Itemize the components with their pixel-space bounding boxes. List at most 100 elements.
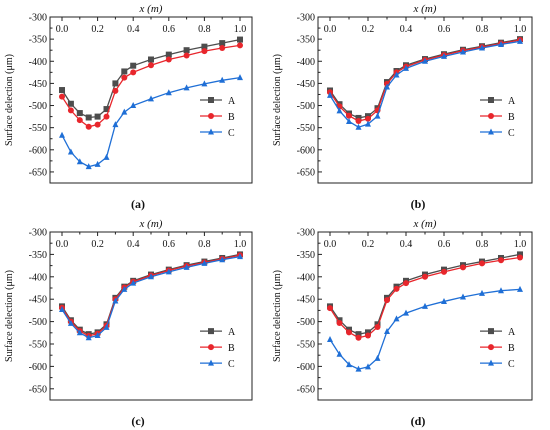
data-point-C: [460, 48, 466, 55]
data-point-C: [103, 153, 110, 160]
data-point-C: [393, 315, 400, 322]
x-tick-label: 0.4: [127, 239, 140, 250]
y-tick-label: -600: [29, 145, 47, 156]
data-point-B: [67, 107, 74, 114]
data-point-C: [479, 289, 485, 296]
data-point-A: [112, 80, 119, 87]
data-point-C: [355, 365, 362, 372]
x-tick-label: 0.8: [198, 24, 211, 35]
data-point-A: [103, 106, 110, 113]
series-line-B: [329, 39, 521, 122]
x-tick-label: 0.8: [476, 24, 489, 35]
data-point-B: [121, 74, 128, 81]
data-point-B: [479, 260, 485, 267]
data-point-B: [219, 44, 226, 51]
data-point-C: [94, 331, 101, 338]
legend-label-C: C: [228, 128, 235, 139]
legend-label-B: B: [508, 112, 515, 123]
data-point-C: [517, 37, 523, 44]
y-tick-label: -650: [29, 167, 47, 178]
y-tick-label: -450: [297, 79, 315, 90]
x-tick-label: 0.2: [91, 24, 104, 35]
y-tick-label: -450: [29, 295, 47, 306]
data-point-B: [346, 112, 352, 119]
data-point-B: [403, 280, 409, 287]
data-point-C: [94, 160, 101, 167]
data-point-C: [403, 64, 409, 71]
data-point-C: [365, 363, 371, 370]
legend-marker-B: [488, 344, 494, 351]
data-point-B: [498, 257, 504, 264]
data-point-C: [112, 297, 119, 304]
data-point-C: [441, 297, 447, 304]
y-tick-label: -400: [29, 272, 47, 283]
data-point-C: [479, 44, 485, 51]
y-tick-label: -400: [297, 57, 315, 68]
data-point-A: [76, 110, 83, 117]
data-point-B: [183, 52, 190, 59]
y-tick-label: -400: [29, 57, 47, 68]
x-tick-label: 1.0: [234, 24, 247, 35]
data-point-C: [219, 256, 226, 263]
y-axis-label: Surface delection (μm): [272, 54, 283, 146]
data-point-C: [384, 83, 390, 90]
legend-marker-B: [208, 344, 214, 351]
data-point-C: [336, 350, 343, 357]
y-tick-label: -650: [297, 384, 315, 395]
legend-label-A: A: [228, 327, 236, 338]
data-point-C: [148, 95, 154, 102]
legend-marker-C: [208, 128, 214, 135]
data-point-C: [76, 329, 83, 336]
legend-label-A: A: [228, 96, 236, 107]
data-point-B: [355, 118, 362, 125]
data-point-A: [219, 40, 226, 47]
series-line-A: [329, 38, 521, 119]
y-tick-label: -550: [297, 340, 315, 351]
data-point-C: [183, 263, 190, 270]
data-point-A: [183, 47, 190, 54]
series-line-A: [61, 38, 241, 119]
legend-label-C: C: [508, 359, 515, 370]
data-point-C: [183, 84, 190, 91]
data-point-A: [355, 331, 362, 338]
data-point-A: [165, 51, 172, 58]
data-point-C: [121, 108, 128, 115]
x-tick-label: 0.2: [362, 239, 375, 250]
legend-label-B: B: [228, 112, 235, 123]
data-point-A: [148, 56, 154, 63]
x-tick-label: 0.6: [438, 239, 451, 250]
x-tick-label: 0.4: [400, 24, 413, 35]
y-tick-label: -650: [297, 167, 315, 178]
legend-marker-B: [488, 113, 494, 119]
x-tick-label: 0.0: [324, 239, 337, 250]
data-point-C: [67, 319, 74, 326]
x-tick-label: 0.0: [56, 239, 69, 250]
y-tick-label: -600: [297, 362, 315, 373]
data-point-B: [165, 56, 172, 63]
data-point-B: [85, 123, 92, 130]
y-tick-label: -300: [29, 13, 47, 24]
data-point-B: [346, 329, 352, 336]
data-point-B: [94, 121, 101, 128]
y-tick-label: -500: [297, 317, 315, 328]
legend-label-C: C: [228, 359, 235, 370]
panel-caption: (b): [411, 197, 426, 211]
x-tick-label: 1.0: [514, 24, 527, 35]
data-point-C: [355, 123, 362, 130]
x-tick-label: 0.2: [362, 24, 375, 35]
data-point-B: [237, 42, 243, 49]
data-point-C: [393, 71, 400, 78]
legend-marker-A: [208, 328, 214, 335]
legend-label-B: B: [228, 343, 235, 354]
data-point-A: [237, 36, 243, 43]
x-tick-label: 0.8: [476, 239, 489, 250]
data-point-C: [165, 89, 172, 96]
data-point-C: [498, 40, 504, 47]
data-point-B: [374, 323, 381, 330]
x-axis-label: x (m): [139, 218, 163, 230]
data-point-C: [346, 117, 352, 124]
x-tick-label: 0.6: [163, 239, 176, 250]
legend-marker-A: [208, 97, 214, 103]
x-tick-label: 0.4: [400, 239, 413, 250]
data-point-B: [422, 273, 428, 280]
